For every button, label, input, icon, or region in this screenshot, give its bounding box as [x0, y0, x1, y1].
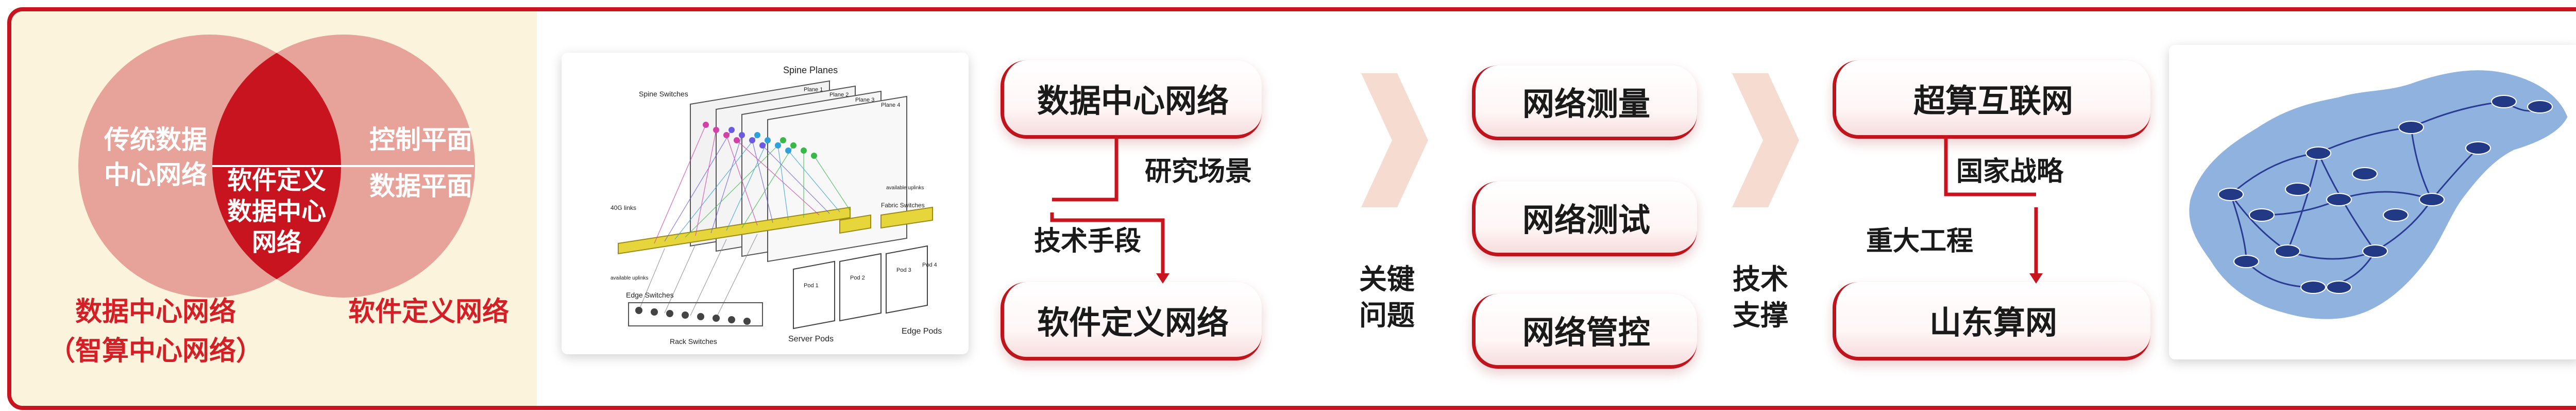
label-pod1: Pod 1 [804, 283, 819, 289]
rack-switch-group [628, 302, 763, 326]
label-key-problems: 关键 问题 [1359, 263, 1415, 332]
venn-right-text-2: 数据平面 [369, 171, 472, 201]
label-fabric-switches: Fabric Switches [881, 202, 925, 209]
fabric-switch-bars [618, 206, 933, 255]
map-svg [2188, 69, 2569, 321]
venn-left-text: 传统数据 中心网络 [104, 125, 207, 190]
box-shandong-computing-network: 山东算网 [1833, 282, 2150, 360]
label-available-uplinks-2: available uplinks [886, 185, 924, 191]
label-plane3: Plane 3 [855, 97, 874, 103]
label-plane1: Plane 1 [804, 87, 823, 93]
chevron-arrow-2 [1732, 73, 1799, 207]
venn-panel: 传统数据 中心网络 控制平面 数据平面 软件定义 数据中心 网络 数据中心网络 … [11, 11, 537, 406]
label-technical-support: 技术 支撑 [1733, 263, 1788, 332]
box-network-control: 网络管控 [1472, 294, 1697, 369]
venn-overlap [212, 35, 341, 298]
server-pods [793, 245, 928, 330]
topology-links [638, 124, 851, 319]
label-edge-switches: Edge Switches [626, 291, 674, 299]
label-edge-pods: Edge Pods [902, 327, 942, 336]
venn-left-caption: 数据中心网络 （智算中心网络） [48, 297, 263, 367]
box-supercomputing-internet: 超算互联网 [1833, 60, 2150, 139]
label-available-uplinks: available uplinks [611, 275, 648, 281]
connector-supercomp-shandong [1944, 135, 2043, 284]
venn-diagram [78, 35, 475, 298]
label-pod3: Pod 3 [896, 267, 911, 273]
box-data-center-network: 数据中心网络 [1001, 60, 1262, 139]
map-nodes [2218, 95, 2553, 294]
label-technical-means: 技术手段 [1034, 226, 1142, 257]
label-pod2: Pod 2 [850, 275, 865, 281]
venn-overlap-text: 软件定义 数据中心 网络 [227, 166, 326, 257]
label-plane2: Plane 2 [829, 92, 849, 98]
main-frame: 传统数据 中心网络 控制平面 数据平面 软件定义 数据中心 网络 数据中心网络 … [7, 7, 2576, 410]
label-pod4: Pod 4 [922, 262, 937, 268]
box-network-testing: 网络测试 [1472, 182, 1697, 256]
label-plane4: Plane 4 [881, 102, 900, 108]
box-software-defined-network: 软件定义网络 [1001, 282, 1262, 360]
label-rack-switches: Rack Switches [670, 337, 717, 346]
shandong-map [2169, 45, 2576, 359]
rack-switches [635, 307, 751, 325]
connector-dc-sdn [1050, 135, 1170, 284]
topology-svg: Spine Planes Spine Switches Plane 1 Plan… [611, 65, 942, 346]
label-server-pods: Server Pods [788, 335, 834, 343]
label-major-project: 重大工程 [1866, 226, 1974, 257]
label-research-scenario: 研究场景 [1145, 156, 1252, 187]
spine-switches [703, 122, 817, 159]
label-national-strategy: 国家战略 [1956, 156, 2064, 187]
chevron-arrow-1 [1361, 73, 1428, 207]
box-network-measurement: 网络测量 [1472, 65, 1697, 140]
venn-right-caption: 软件定义网络 [348, 297, 509, 327]
label-40g-links: 40G links [611, 204, 636, 211]
label-spine-switches: Spine Switches [639, 90, 688, 98]
topology-figure: Spine Planes Spine Switches Plane 1 Plan… [562, 53, 969, 354]
label-spine-planes: Spine Planes [783, 65, 838, 75]
venn-right-text-1: 控制平面 [369, 125, 472, 155]
